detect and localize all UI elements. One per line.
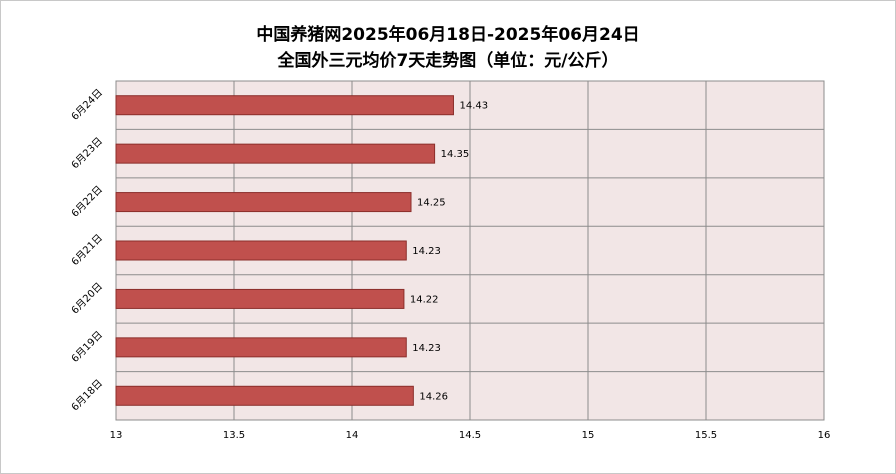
y-axis-categories: 6月24日 6月23日 6月22日 6月21日 6月20日 6月19日 6月18日 — [69, 87, 105, 414]
bar-value-label: 14.35 — [441, 149, 470, 160]
bar-value-label: 14.25 — [417, 198, 446, 209]
y-category-label: 6月24日 — [69, 87, 105, 123]
bar-value-label: 14.22 — [410, 294, 439, 305]
x-tick-label: 14.5 — [459, 430, 481, 441]
bar-value-label: 14.43 — [459, 101, 488, 112]
bar — [115, 337, 407, 358]
chart-title-line-1: 中国养猪网2025年06月18日-2025年06月24日 — [256, 25, 640, 45]
x-tick-label: 16 — [818, 430, 831, 441]
x-tick-label: 13 — [110, 430, 123, 441]
y-category-label: 6月19日 — [69, 329, 105, 365]
bar — [115, 288, 405, 309]
bars: 14.43 14.35 14.25 14.23 14.22 14.23 14.26 — [115, 95, 488, 406]
bar — [115, 143, 436, 164]
bar — [115, 240, 407, 261]
bar — [115, 192, 412, 213]
bar — [115, 385, 414, 406]
bar-value-label: 14.26 — [419, 391, 448, 402]
y-category-label: 6月21日 — [69, 232, 105, 268]
x-tick-label: 15 — [582, 430, 595, 441]
y-category-label: 6月23日 — [69, 135, 105, 171]
bar-value-label: 14.23 — [412, 246, 441, 257]
y-category-label: 6月20日 — [69, 280, 105, 316]
bar-value-label: 14.23 — [412, 343, 441, 354]
y-category-label: 6月22日 — [69, 183, 105, 219]
bar — [115, 95, 454, 116]
y-category-label: 6月18日 — [69, 377, 105, 413]
x-axis-ticks: 13 13.5 14 14.5 15 15.5 16 — [110, 430, 831, 441]
x-tick-label: 13.5 — [223, 430, 245, 441]
chart-title-line-2: 全国外三元均价7天走势图（单位：元/公斤） — [277, 51, 619, 71]
x-tick-label: 15.5 — [695, 430, 717, 441]
x-tick-label: 14 — [346, 430, 359, 441]
